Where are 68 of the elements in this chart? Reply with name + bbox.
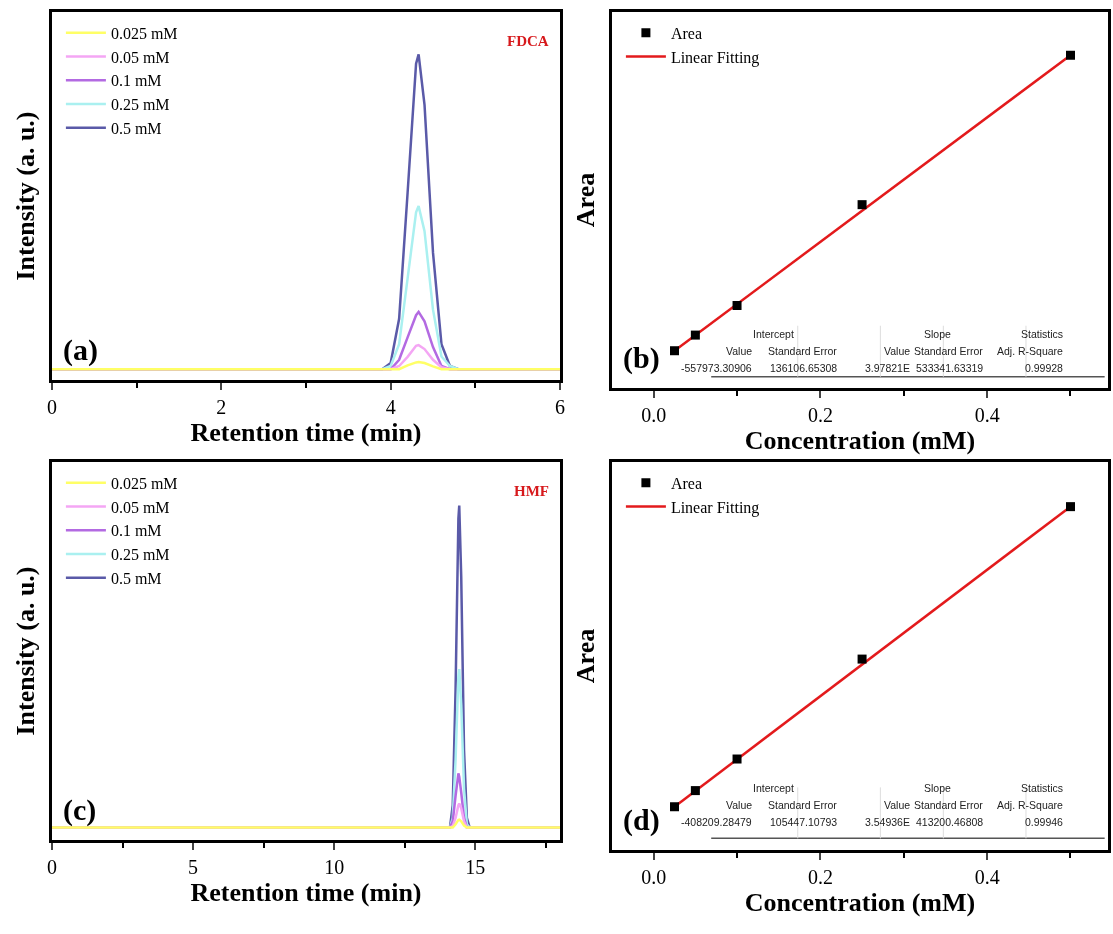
annotation: Statistics xyxy=(1021,328,1064,340)
annotation: -408209.28479 xyxy=(681,816,752,828)
x-tick-label: 5 xyxy=(188,855,199,878)
x-tick-label: 0.0 xyxy=(641,865,667,888)
annotation: Adj. R-Square xyxy=(997,799,1064,811)
x-axis-title: Concentration (mM) xyxy=(744,887,976,917)
annotation: Standard Error xyxy=(768,799,838,811)
annotation: Slope xyxy=(924,328,952,340)
annotation: Value xyxy=(726,345,753,357)
annotation: Standard Error xyxy=(914,799,984,811)
annotation: Statistics xyxy=(1021,782,1064,794)
annotation: Slope xyxy=(924,782,952,794)
annotation: Value xyxy=(884,799,911,811)
annotation: (c) xyxy=(63,793,97,827)
text: HMF xyxy=(514,483,549,499)
annotation: 136106.65308 xyxy=(770,362,838,374)
annotation: (a) xyxy=(63,333,98,367)
x-tick-label: 15 xyxy=(465,855,486,878)
legend-label: 0.5 mM xyxy=(110,570,162,588)
x-tick-label: 2 xyxy=(216,395,227,418)
annotation: 0.99946 xyxy=(1025,816,1064,828)
x-axis-title: Retention time (min) xyxy=(190,877,422,907)
legend-label: 0.25 mM xyxy=(110,96,170,114)
annotation: Adj. R-Square xyxy=(997,345,1064,357)
annotation: 105447.10793 xyxy=(770,816,838,828)
legend-label: Linear Fitting xyxy=(670,48,760,67)
annotation: -557973.30906 xyxy=(681,362,752,374)
annotation: Value xyxy=(884,345,911,357)
x-tick-label: 6 xyxy=(555,395,565,418)
annotation: (b) xyxy=(623,341,660,375)
y-axis-title: Intensity (a. u.) xyxy=(10,566,40,736)
legend-label: Area xyxy=(670,474,702,492)
y-axis-title: Intensity (a. u.) xyxy=(10,111,40,281)
x-tick-label: 10 xyxy=(324,855,345,878)
x-tick-label: 0.4 xyxy=(974,403,1000,426)
annotation: (d) xyxy=(623,803,660,837)
x-tick-label: 0 xyxy=(47,395,57,418)
x-tick-label: 0 xyxy=(47,855,57,878)
legend-label: 0.1 mM xyxy=(110,522,162,540)
annotation: Intercept xyxy=(753,328,794,340)
legend-label: 0.25 mM xyxy=(110,546,170,564)
annotation: Standard Error xyxy=(768,345,838,357)
annotation: 0.99928 xyxy=(1025,362,1064,374)
legend-label: Area xyxy=(670,24,702,42)
annotation: Intercept xyxy=(753,782,794,794)
x-tick-label: 4 xyxy=(385,395,396,418)
x-tick-label: 0.2 xyxy=(807,865,833,888)
annotation: 3.54936E xyxy=(865,816,910,828)
annotation: Value xyxy=(726,799,753,811)
text: FDCA xyxy=(507,33,549,49)
annotation: Standard Error xyxy=(914,345,984,357)
legend-label: 0.05 mM xyxy=(110,498,170,516)
legend-label: 0.025 mM xyxy=(110,24,178,42)
x-axis-title: Concentration (mM) xyxy=(744,425,976,455)
y-axis-title: Area xyxy=(570,172,600,228)
x-tick-label: 0.2 xyxy=(807,403,833,426)
legend-label: 0.025 mM xyxy=(110,474,178,492)
legend-label: 0.1 mM xyxy=(110,72,162,90)
annotation: 3.97821E xyxy=(865,362,910,374)
y-axis-title: Area xyxy=(570,628,600,684)
legend-label: 0.5 mM xyxy=(110,120,162,138)
x-tick-label: 0.0 xyxy=(641,403,667,426)
legend-label: 0.05 mM xyxy=(110,48,170,66)
x-axis-title: Retention time (min) xyxy=(190,417,422,447)
x-tick-label: 0.4 xyxy=(974,865,1000,888)
legend-label: Linear Fitting xyxy=(670,498,760,517)
annotation: 533341.63319 xyxy=(916,362,984,374)
annotation: 413200.46808 xyxy=(916,816,984,828)
